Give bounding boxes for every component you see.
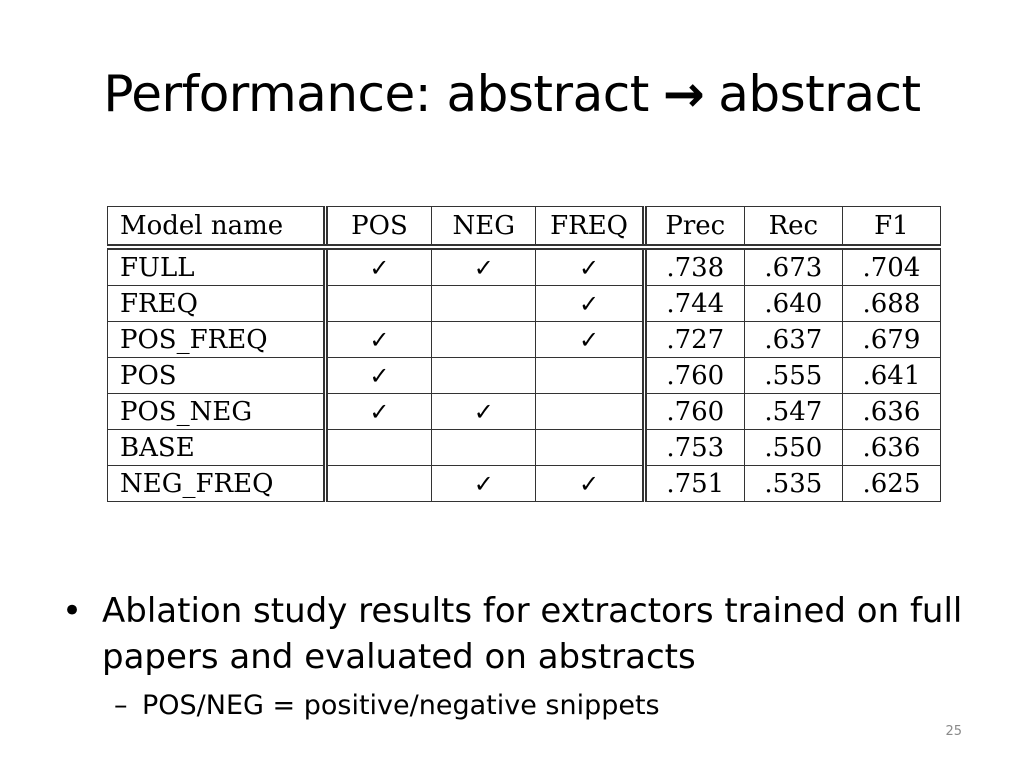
cell-pos: ✓: [324, 393, 433, 430]
checkmark-icon: ✓: [369, 397, 390, 426]
header-rec: Rec: [743, 206, 843, 250]
cell-prec: .760: [643, 357, 745, 394]
cell-pos: ✓: [324, 246, 433, 286]
cell-f1: .688: [841, 285, 942, 322]
results-table-container: Model name POS NEG FREQ Prec Rec F1 FULL…: [107, 206, 942, 514]
header-f1: F1: [841, 206, 942, 250]
table-row: POS_FREQ ✓ ✓ .727.637.679: [107, 321, 942, 358]
checkmark-icon: ✓: [578, 289, 600, 318]
header-model-name: Model name: [107, 206, 328, 250]
cell-model-name: POS_FREQ: [107, 321, 328, 358]
bullet-dot-icon: •: [62, 591, 83, 631]
cell-model-name: FULL: [107, 246, 328, 286]
cell-prec: .760: [643, 393, 745, 430]
sub-bullet-item: – POS/NEG = positive/negative snippets: [114, 686, 982, 726]
title-left: Performance: abstract: [103, 65, 649, 123]
table-header-row: Model name POS NEG FREQ Prec Rec F1: [107, 206, 942, 250]
cell-rec: .637: [743, 321, 843, 358]
checkmark-icon: ✓: [578, 253, 600, 282]
cell-prec: .744: [643, 285, 745, 322]
cell-neg: [431, 285, 537, 322]
cell-pos: [324, 285, 433, 322]
cell-rec: .673: [743, 246, 843, 286]
checkmark-icon: ✓: [369, 253, 390, 282]
header-neg: NEG: [431, 206, 537, 250]
cell-f1: .636: [841, 429, 942, 466]
cell-rec: .547: [743, 393, 843, 430]
checkmark-icon: ✓: [369, 325, 390, 354]
checkmark-icon: ✓: [473, 469, 494, 498]
cell-f1: .625: [841, 465, 942, 502]
cell-freq: ✓: [535, 465, 647, 502]
cell-f1: .679: [841, 321, 942, 358]
cell-prec: .738: [643, 246, 745, 286]
header-freq: FREQ: [535, 206, 647, 250]
cell-pos: [324, 465, 433, 502]
table-row: FREQ ✓ .744.640.688: [107, 285, 942, 322]
cell-freq: ✓: [535, 321, 647, 358]
cell-rec: .555: [743, 357, 843, 394]
cell-neg: [431, 357, 537, 394]
cell-freq: [535, 429, 647, 466]
cell-neg: ✓: [431, 465, 537, 502]
results-table: Model name POS NEG FREQ Prec Rec F1 FULL…: [107, 206, 942, 502]
cell-neg: [431, 429, 537, 466]
cell-model-name: FREQ: [107, 285, 328, 322]
sub-bullet-text: POS/NEG = positive/negative snippets: [142, 690, 660, 721]
cell-freq: [535, 357, 647, 394]
cell-prec: .727: [643, 321, 745, 358]
cell-prec: .753: [643, 429, 745, 466]
checkmark-icon: ✓: [578, 469, 600, 498]
cell-neg: [431, 321, 537, 358]
table-row: BASE .753.550.636: [107, 429, 942, 466]
cell-f1: .641: [841, 357, 942, 394]
page-number: 25: [945, 724, 962, 739]
cell-rec: .535: [743, 465, 843, 502]
table-body: FULL ✓ ✓ ✓ .738.673.704 FREQ ✓ .744.640.688 POS_…: [107, 246, 942, 502]
checkmark-icon: ✓: [473, 253, 494, 282]
table-row: POS ✓ .760.555.641: [107, 357, 942, 394]
cell-f1: .636: [841, 393, 942, 430]
cell-rec: .640: [743, 285, 843, 322]
cell-pos: [324, 429, 433, 466]
table-row: NEG_FREQ ✓ ✓ .751.535.625: [107, 465, 942, 502]
checkmark-icon: ✓: [578, 325, 600, 354]
header-pos: POS: [324, 206, 433, 250]
cell-f1: .704: [841, 246, 942, 286]
title-right: abstract: [718, 65, 921, 123]
arrow-right-icon: →: [662, 65, 705, 123]
cell-model-name: POS: [107, 357, 328, 394]
dash-icon: –: [114, 690, 128, 721]
cell-freq: ✓: [535, 246, 647, 286]
cell-model-name: NEG_FREQ: [107, 465, 328, 502]
cell-freq: ✓: [535, 285, 647, 322]
checkmark-icon: ✓: [473, 397, 494, 426]
cell-neg: ✓: [431, 393, 537, 430]
table-row: POS_NEG ✓ ✓ .760.547.636: [107, 393, 942, 430]
cell-rec: .550: [743, 429, 843, 466]
cell-prec: .751: [643, 465, 745, 502]
cell-freq: [535, 393, 647, 430]
header-prec: Prec: [643, 206, 745, 250]
slide-title: Performance: abstract → abstract: [0, 64, 1024, 124]
checkmark-icon: ✓: [369, 361, 390, 390]
table-row: FULL ✓ ✓ ✓ .738.673.704: [107, 246, 942, 286]
bullet-item: • Ablation study results for extractors …: [62, 588, 982, 680]
bullet-text: Ablation study results for extractors tr…: [102, 591, 963, 677]
cell-pos: ✓: [324, 357, 433, 394]
cell-model-name: BASE: [107, 429, 328, 466]
cell-neg: ✓: [431, 246, 537, 286]
cell-pos: ✓: [324, 321, 433, 358]
bullet-list: • Ablation study results for extractors …: [62, 588, 982, 726]
cell-model-name: POS_NEG: [107, 393, 328, 430]
